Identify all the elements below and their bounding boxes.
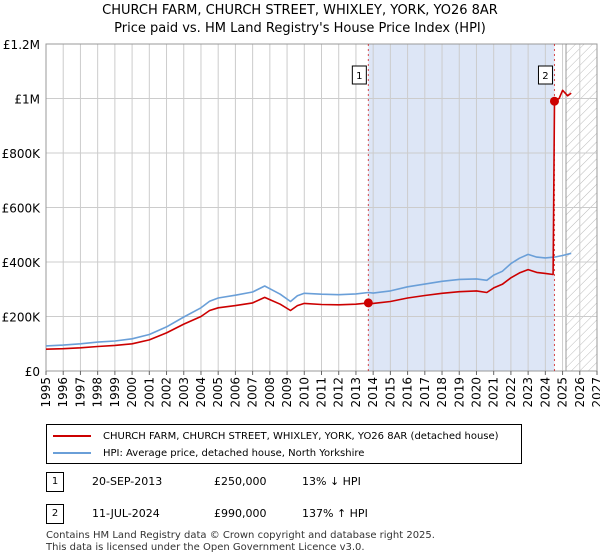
legend-item-property: CHURCH FARM, CHURCH STREET, WHIXLEY, YOR… (53, 428, 499, 444)
sale-number-box (537, 65, 553, 85)
sale-price: £250,000 (214, 475, 267, 488)
x-tick-label: 2017 (418, 377, 432, 408)
x-tick-label: 2013 (349, 377, 363, 408)
series-line-hpi (45, 252, 572, 347)
sale-price: £990,000 (214, 507, 267, 520)
y-tick-label: £400K (2, 256, 42, 270)
x-tick-label: 2006 (228, 377, 242, 408)
y-tick-label: £200K (2, 311, 42, 325)
sale-number-box (351, 65, 367, 85)
footer-copyright: Contains HM Land Registry data © Crown c… (46, 530, 435, 541)
legend-swatch-property (53, 435, 91, 437)
x-tick-label: 2020 (469, 377, 483, 408)
x-tick-label: 1996 (56, 377, 70, 408)
x-tick-label: 2019 (452, 377, 466, 408)
sale-number-label: 1 (356, 71, 362, 82)
footer: Contains HM Land Registry data © Crown c… (46, 530, 435, 554)
legend-item-hpi: HPI: Average price, detached house, Nort… (53, 445, 364, 461)
y-tick-label: £1M (14, 93, 40, 107)
x-tick-label: 2014 (366, 377, 380, 408)
x-tick-label: 2004 (194, 377, 208, 408)
x-tick-label: 2026 (573, 377, 587, 408)
x-tick-label: 2000 (125, 377, 139, 408)
x-tick-label: 2021 (487, 377, 501, 408)
chart-title-line-1: CHURCH FARM, CHURCH STREET, WHIXLEY, YOR… (102, 3, 498, 18)
y-tick-label: £800K (2, 147, 42, 161)
sale-point-marker (549, 96, 559, 106)
x-tick-label: 2023 (521, 377, 535, 408)
sale-hpi-comparison: 137% ↑ HPI (302, 507, 368, 520)
legend-label-hpi: HPI: Average price, detached house, Nort… (103, 447, 365, 459)
x-tick-label: 2025 (556, 377, 570, 408)
x-tick-label: 1999 (108, 377, 122, 408)
legend-swatch-hpi (53, 452, 91, 454)
x-tick-label: 2015 (383, 377, 397, 408)
x-tick-label: 2016 (401, 377, 415, 408)
x-tick-label: 2011 (315, 377, 329, 408)
x-tick-label: 2005 (211, 377, 225, 408)
y-tick-label: £1.2M (3, 38, 40, 52)
x-tick-label: 1998 (91, 377, 105, 408)
y-tick-label: £0 (25, 365, 40, 379)
x-tick-label: 2010 (297, 377, 311, 408)
y-tick-label: £600K (2, 202, 42, 216)
x-tick-label: 2012 (332, 377, 346, 408)
x-tick-label: 2008 (263, 377, 277, 408)
x-tick-label: 2009 (280, 377, 294, 408)
chart-legend: CHURCH FARM, CHURCH STREET, WHIXLEY, YOR… (46, 424, 522, 464)
sale-date: 11-JUL-2024 (92, 507, 160, 520)
legend-label-property: CHURCH FARM, CHURCH STREET, WHIXLEY, YOR… (103, 430, 499, 442)
sale-number-badge: 1 (46, 472, 64, 492)
x-tick-label: 2024 (538, 377, 552, 408)
footer-licence: This data is licensed under the Open Gov… (46, 542, 365, 553)
sale-number-badge: 2 (46, 504, 64, 524)
sale-date: 20-SEP-2013 (92, 475, 163, 488)
x-tick-label: 2003 (177, 377, 191, 408)
x-tick-label: 2027 (590, 377, 600, 408)
x-tick-label: 1997 (73, 377, 87, 408)
x-tick-label: 2001 (142, 377, 156, 408)
chart-title-line-2: Price paid vs. HM Land Registry's House … (114, 21, 486, 36)
sale-row: 1 20-SEP-2013 £250,000 13% ↓ HPI (46, 472, 546, 494)
sale-number-label: 2 (542, 71, 548, 82)
sale-hpi-comparison: 13% ↓ HPI (302, 475, 361, 488)
x-tick-label: 2022 (504, 377, 518, 408)
x-tick-label: 2007 (246, 377, 260, 408)
x-tick-label: 1995 (39, 377, 53, 408)
x-tick-label: 2002 (160, 377, 174, 408)
x-tick-label: 2018 (435, 377, 449, 408)
sale-row: 2 11-JUL-2024 £990,000 137% ↑ HPI (46, 504, 546, 526)
sale-point-marker (363, 298, 373, 308)
series-line-property (45, 89, 572, 350)
